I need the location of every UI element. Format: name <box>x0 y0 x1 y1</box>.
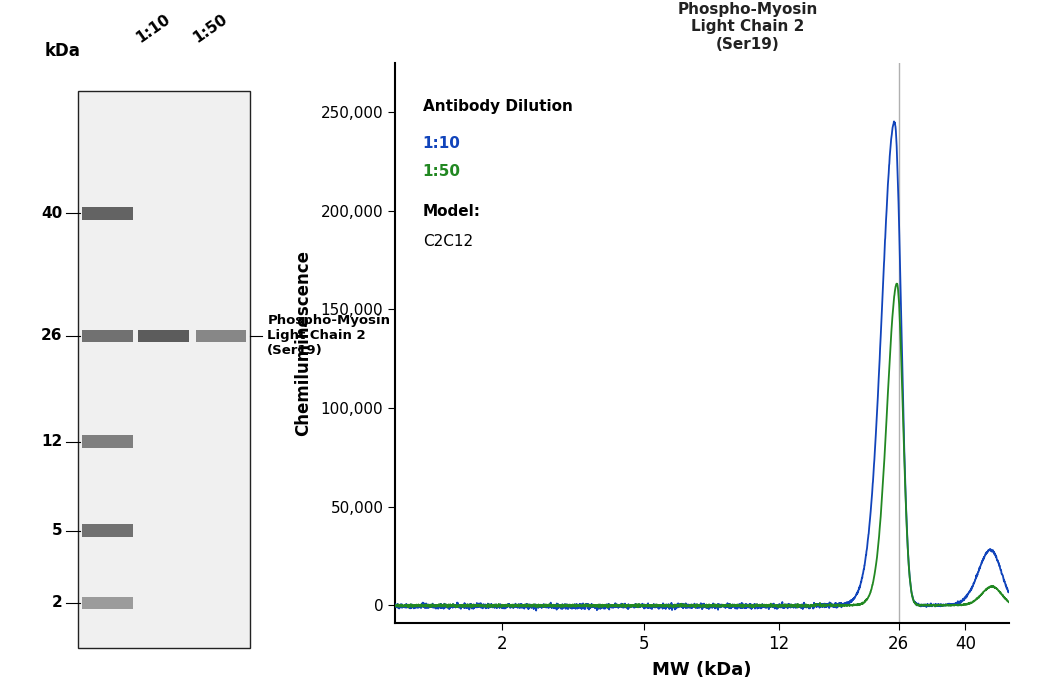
Text: 1:10: 1:10 <box>423 136 461 150</box>
Text: Phospho-Myosin
Light Chain 2
(Ser19): Phospho-Myosin Light Chain 2 (Ser19) <box>678 2 818 52</box>
Text: 1:50: 1:50 <box>190 11 231 46</box>
Text: Antibody Dilution: Antibody Dilution <box>423 99 573 114</box>
Text: 1:10: 1:10 <box>133 11 174 46</box>
Y-axis label: Chemiluminescence: Chemiluminescence <box>294 250 312 436</box>
Text: 5: 5 <box>52 523 62 538</box>
Bar <box>82 596 133 609</box>
Text: 40: 40 <box>42 206 62 221</box>
Bar <box>82 207 133 220</box>
Text: 12: 12 <box>42 434 62 449</box>
Bar <box>78 91 250 648</box>
Text: 2: 2 <box>52 596 62 610</box>
Bar <box>82 330 133 342</box>
Bar <box>196 330 246 342</box>
Text: Model:: Model: <box>423 204 480 219</box>
Bar <box>82 524 133 537</box>
Bar <box>138 330 189 342</box>
Text: 1:50: 1:50 <box>423 164 461 178</box>
X-axis label: MW (kDa): MW (kDa) <box>652 661 752 679</box>
Text: kDa: kDa <box>45 41 80 60</box>
Bar <box>82 435 133 448</box>
Text: 26: 26 <box>41 328 62 344</box>
Text: C2C12: C2C12 <box>423 234 473 248</box>
Text: Phospho-Myosin
Light Chain 2
(Ser19): Phospho-Myosin Light Chain 2 (Ser19) <box>267 314 390 358</box>
